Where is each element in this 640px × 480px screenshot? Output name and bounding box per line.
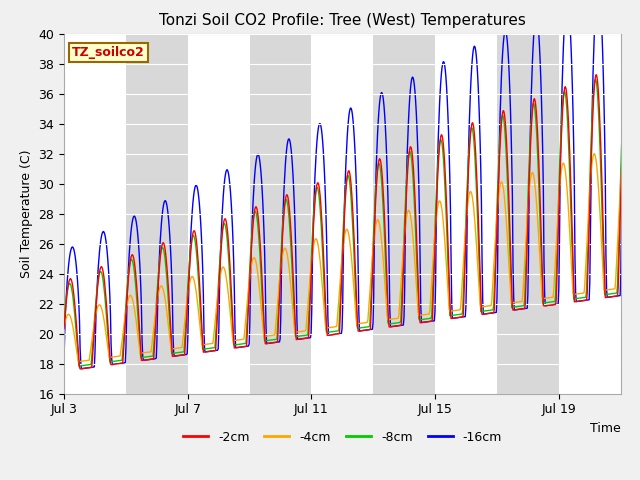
-4cm [60,324,68,330]
Legend: -2cm, -4cm, -8cm, -16cm: -2cm, -4cm, -8cm, -16cm [178,426,507,448]
Bar [559,34,621,394]
Bar [64,34,126,394]
-4cm [621,141,629,147]
Title: Tonzi Soil CO2 Profile: Tree (West) Temperatures: Tonzi Soil CO2 Profile: Tree (West) Temp… [159,13,526,28]
-2cm [267,340,275,346]
-8cm [75,363,83,369]
Y-axis label: Soil Temperature (C): Soil Temperature (C) [20,149,33,278]
-2cm [431,242,439,248]
-4cm [408,228,416,234]
-4cm [186,279,194,285]
-8cm [267,337,275,343]
-16cm [267,340,275,346]
-2cm [623,60,631,66]
-8cm [60,318,68,324]
-2cm [76,366,84,372]
-16cm [77,366,85,372]
-8cm [551,299,559,304]
-8cm [186,255,194,261]
-16cm [186,254,194,260]
Line: -16cm: -16cm [64,0,640,369]
-16cm [334,331,342,337]
-2cm [334,331,342,337]
-4cm [334,305,342,311]
-16cm [431,309,439,315]
-4cm [75,359,83,364]
Bar [435,34,497,394]
-8cm [334,328,342,334]
-8cm [408,166,416,171]
Line: -2cm: -2cm [64,63,640,369]
-2cm [551,301,559,307]
-4cm [431,230,439,236]
-2cm [408,153,416,158]
-4cm [551,265,559,271]
Line: -4cm: -4cm [64,144,640,361]
-16cm [60,356,68,361]
Bar [312,34,373,394]
Text: TZ_soilco2: TZ_soilco2 [72,46,145,59]
-2cm [186,261,194,267]
-2cm [60,326,68,332]
X-axis label: Time: Time [590,422,621,435]
-16cm [551,301,559,307]
Line: -8cm: -8cm [64,68,640,366]
-16cm [408,74,416,80]
-4cm [267,333,275,338]
Bar [188,34,250,394]
-8cm [623,65,630,71]
-8cm [431,223,439,229]
